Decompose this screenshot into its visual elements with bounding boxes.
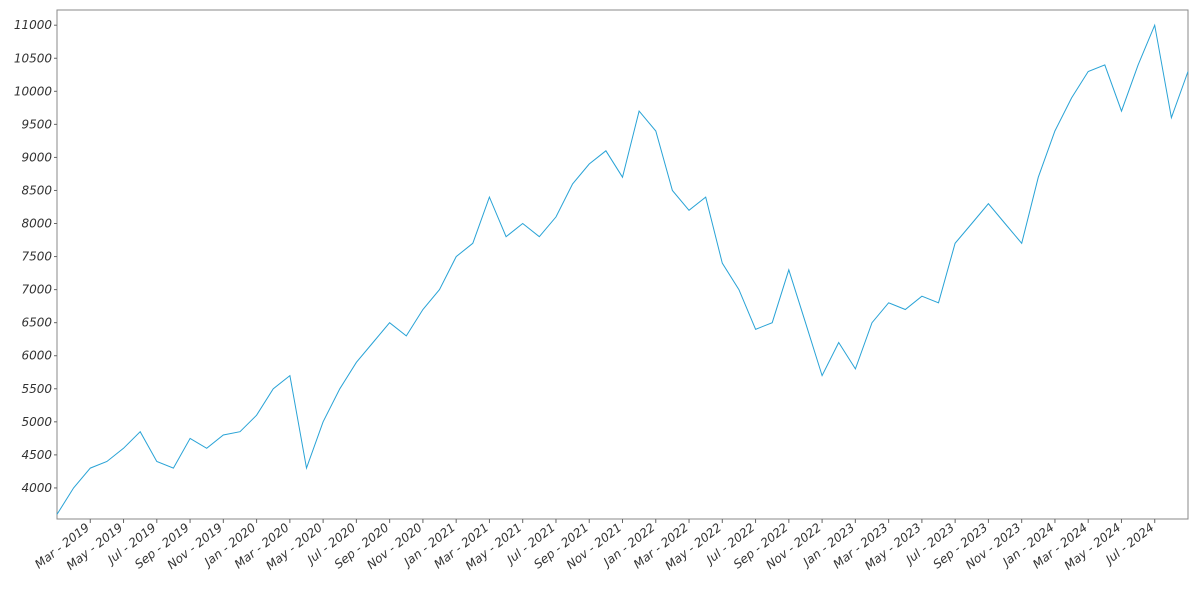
y-tick-label: 5500: [21, 382, 52, 396]
plot-frame: [56, 9, 1189, 520]
y-tick-label: 10000: [14, 84, 53, 98]
y-tick-label: 7000: [21, 283, 52, 297]
y-tick-label: 6000: [21, 349, 52, 363]
y-tick-label: 8500: [21, 183, 52, 197]
y-tick-label: 9000: [21, 150, 52, 164]
y-tick-label: 10500: [14, 51, 53, 65]
y-tick-label: 6500: [21, 316, 52, 330]
y-tick-label: 7500: [21, 250, 52, 264]
y-tick-label: 9500: [21, 117, 52, 131]
y-tick-label: 4500: [21, 448, 52, 462]
y-tick-label: 5000: [21, 415, 52, 429]
y-tick-label: 11000: [14, 18, 53, 32]
y-tick-label: 8000: [21, 217, 52, 231]
series-line: [56, 23, 1189, 515]
y-tick-label: 4000: [21, 481, 52, 495]
